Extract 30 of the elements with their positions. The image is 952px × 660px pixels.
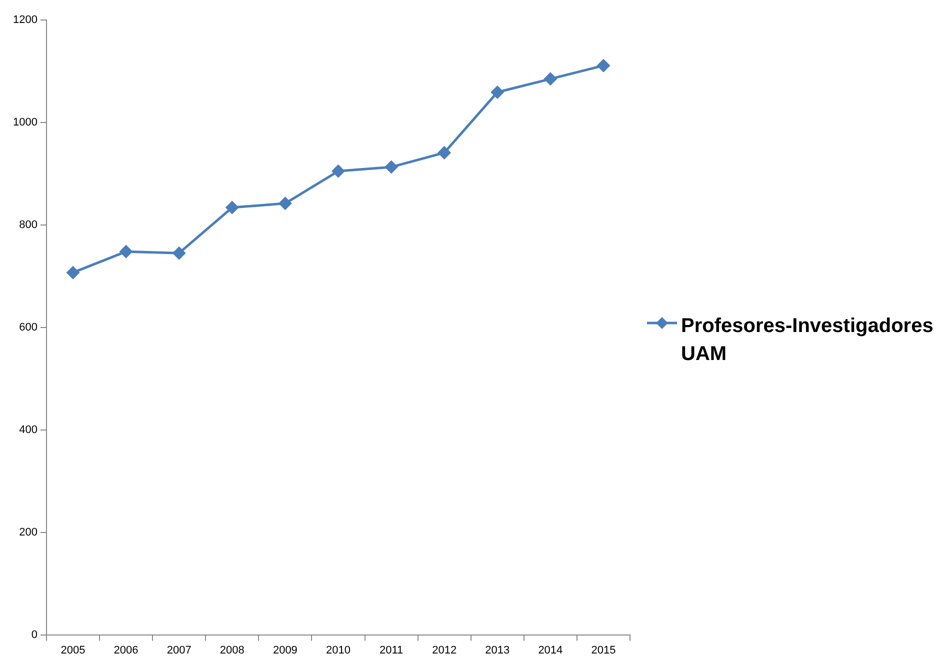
x-tick-label: 2011 [379, 644, 404, 656]
point [172, 246, 186, 260]
point [120, 245, 132, 258]
point [226, 201, 238, 214]
y-tick-label: 0 [31, 628, 38, 641]
x-tick-label: 2010 [326, 644, 350, 656]
y-tick-label: 200 [19, 526, 38, 538]
legend-label: Profesores-Investigadores UAM [681, 314, 934, 367]
x-tick-label: 2007 [166, 644, 192, 656]
x-tick-label: 2006 [114, 644, 138, 656]
point [438, 146, 451, 159]
y-tick-label: 1000 [12, 116, 38, 128]
y-tick-label: 1200 [12, 14, 38, 26]
x-tick-label: 2008 [220, 644, 244, 656]
point [597, 59, 610, 72]
x-tick-label: 2009 [272, 644, 298, 656]
y-tick-label: 600 [19, 321, 38, 334]
x-tick-label: 2015 [591, 644, 616, 656]
point [544, 72, 557, 86]
x-tick-label: 2013 [485, 644, 510, 656]
point [491, 86, 504, 98]
y-tick-label: 400 [19, 424, 38, 436]
point [332, 164, 344, 178]
point [278, 197, 292, 210]
x-tick-label: 2012 [432, 644, 457, 656]
y-tick-label: 800 [19, 218, 38, 231]
point [385, 160, 398, 174]
point [66, 266, 80, 279]
x-tick-label: 2005 [60, 644, 86, 656]
x-tick-label: 2014 [538, 644, 563, 656]
